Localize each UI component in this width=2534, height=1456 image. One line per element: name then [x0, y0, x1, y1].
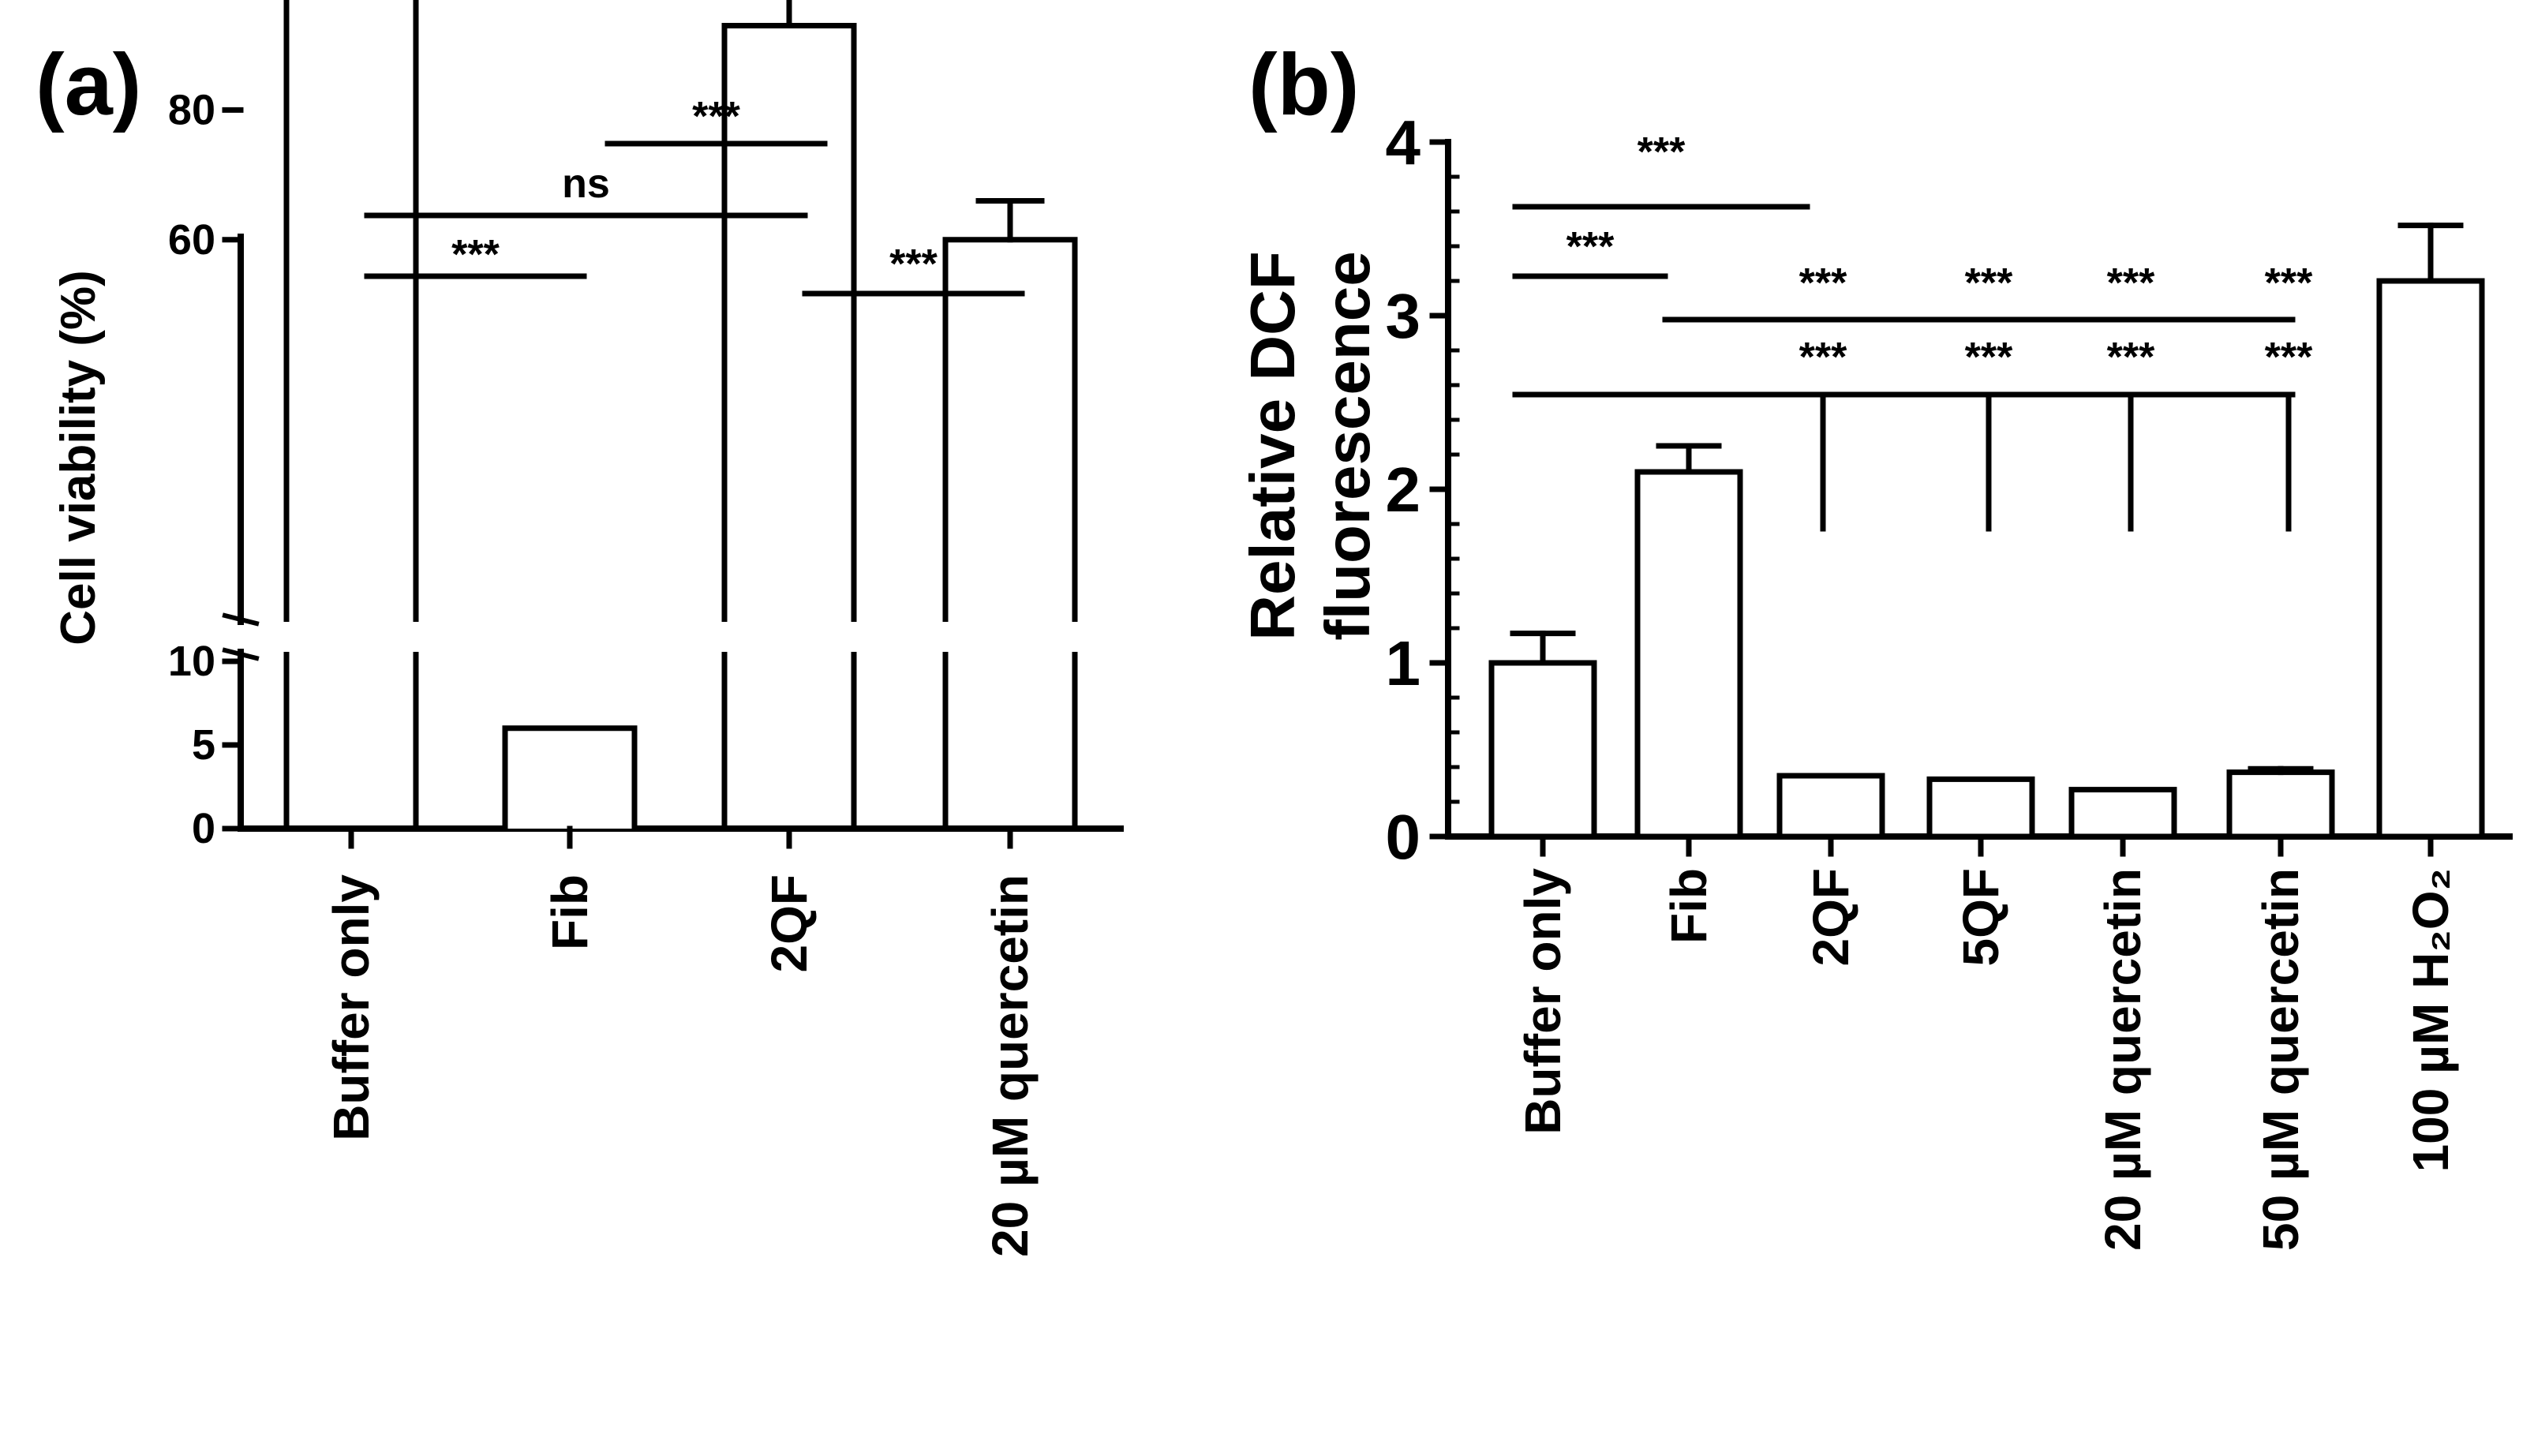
axis-break-mark-upper — [222, 612, 260, 627]
category-label-b-1: Fib — [1660, 868, 1717, 944]
significance-label-b-2-3: *** — [2265, 260, 2313, 306]
significance-label-b-1: *** — [1566, 224, 1615, 270]
bar-b-5 — [2226, 769, 2335, 840]
bar-a-0 — [283, 0, 419, 829]
y-tick-label: 4 — [1386, 107, 1421, 178]
significance-label-b-2-2: *** — [2107, 260, 2155, 306]
category-label-b-3: 5QF — [1952, 868, 2009, 966]
significance-label-b-2-1: *** — [1965, 260, 2013, 306]
significance-label-b-3-2: *** — [2107, 335, 2155, 380]
y-axis-label: Cell viability (%) — [51, 270, 106, 645]
y-tick-label: 5 — [192, 721, 215, 769]
y-axis-label-line2: fluorescence — [1312, 251, 1383, 641]
category-label-b-4: 20 µM quercetin — [2094, 868, 2151, 1251]
bar-a-1 — [502, 725, 638, 829]
y-tick-label: 1 — [1386, 628, 1421, 698]
axis-break-mark-lower — [222, 647, 260, 661]
panel-a-chart: (a) 0 5 10 60 80 100 Cell viability (%) Buffer o… — [36, 0, 1124, 1257]
panel-b-chart: (b) 0 1 2 3 4 Relative DCF fluorescence Buffer o… — [1237, 36, 2513, 1251]
category-label-b-2: 2QF — [1802, 868, 1859, 966]
significance-label-a-3: *** — [889, 241, 938, 287]
y-tick-label: 100 — [144, 0, 215, 4]
significance-label-b-3-3: *** — [2265, 335, 2313, 380]
panel-b-label: (b) — [1248, 36, 1359, 133]
category-label-b-6: 100 µM H₂O₂ — [2402, 868, 2459, 1172]
bar-b-1 — [1634, 469, 1743, 840]
y-tick-label: 10 — [168, 638, 215, 685]
category-label-b-0: Buffer only — [1514, 868, 1571, 1135]
significance-label-a-0: *** — [451, 232, 500, 278]
significance-label-b-3-0: *** — [1799, 335, 1847, 380]
panel-a-label: (a) — [36, 36, 141, 133]
bar-b-4 — [2068, 787, 2177, 840]
significance-label-a-2: *** — [692, 94, 740, 140]
significance-label-b-0: *** — [1638, 129, 1686, 175]
bar-b-6 — [2376, 278, 2485, 840]
y-tick-label: 60 — [168, 216, 215, 264]
category-label-a-1: Fib — [541, 874, 598, 950]
category-label-a-2: 2QF — [761, 874, 818, 972]
category-label-a-3: 20 µM quercetin — [982, 874, 1039, 1257]
y-tick-label: 80 — [168, 86, 215, 133]
y-tick-label: 2 — [1386, 455, 1421, 525]
y-tick-label: 0 — [192, 805, 215, 852]
bar-b-0 — [1488, 660, 1597, 840]
significance-label-b-2-0: *** — [1799, 260, 1847, 306]
y-tick-label: 3 — [1386, 281, 1421, 351]
bar-b-2 — [1776, 773, 1885, 840]
category-label-b-5: 50 µM quercetin — [2252, 868, 2309, 1251]
category-label-a-0: Buffer only — [323, 874, 380, 1141]
significance-label-a-1: ns — [562, 161, 610, 207]
bar-a-3 — [942, 237, 1078, 829]
y-axis-label-line1: Relative DCF — [1237, 251, 1308, 640]
significance-label-b-3-1: *** — [1965, 335, 2013, 380]
y-tick-label: 0 — [1386, 802, 1421, 872]
bar-b-3 — [1926, 776, 2035, 840]
